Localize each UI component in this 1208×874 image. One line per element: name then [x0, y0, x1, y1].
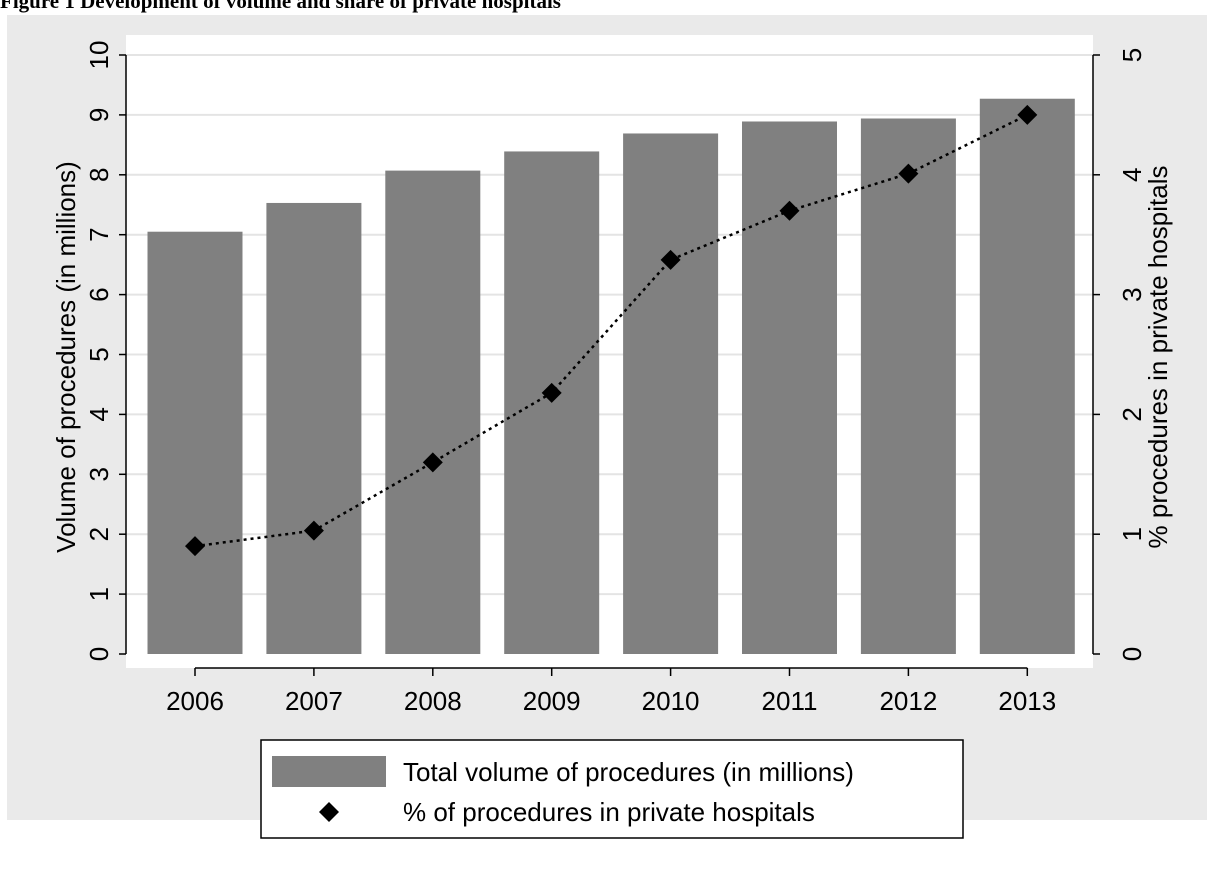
bar-2010 — [623, 133, 719, 654]
x-tick-label: 2012 — [879, 686, 937, 716]
y-tick-label: 1 — [84, 587, 114, 601]
point-2013 — [1017, 104, 1038, 125]
y-axis-title: Volume of procedures (in millions) — [51, 161, 81, 553]
legend-label-bars: Total volume of procedures (in millions) — [403, 757, 854, 787]
bars — [147, 98, 1075, 655]
y2-tick-label: 0 — [1117, 647, 1147, 661]
y-tick-label: 0 — [84, 647, 114, 661]
point-2006 — [185, 536, 205, 557]
bar-2007 — [266, 202, 362, 654]
y2-axis-title: % procedures in private hospitals — [1143, 166, 1173, 549]
legend-marker-diamond — [319, 802, 339, 822]
series-line — [194, 113, 1028, 548]
x-tick-label: 2011 — [762, 686, 818, 716]
x-tick-label: 2006 — [166, 686, 224, 716]
bar-2013 — [979, 98, 1075, 655]
legend: Total volume of procedures (in millions)… — [260, 739, 964, 839]
y-tick-label: 8 — [84, 168, 114, 182]
x-tick-label: 2010 — [642, 686, 700, 716]
x-tick-label: 2013 — [998, 686, 1056, 716]
point-2012 — [898, 163, 919, 184]
y-tick-label: 3 — [84, 467, 114, 481]
y2-tick-label: 1 — [1117, 527, 1147, 541]
y-tick-label: 7 — [84, 227, 114, 241]
y-tick-label: 10 — [84, 41, 114, 70]
y2-tick-label: 4 — [1117, 168, 1147, 182]
bar-2012 — [860, 118, 956, 654]
axes — [119, 54, 1100, 676]
point-2008 — [422, 452, 443, 473]
x-tick-label: 2009 — [523, 686, 581, 716]
y2-tick-label: 5 — [1117, 48, 1147, 62]
legend-swatch-bars — [272, 756, 386, 787]
x-tick-label: 2008 — [404, 686, 462, 716]
y-tick-label: 2 — [84, 527, 114, 541]
x-tick-label: 2007 — [285, 686, 343, 716]
point-2011 — [779, 200, 800, 221]
tick-labels: 0 1 2 3 4 5 6 7 8 9 10 0 1 2 3 4 5 2006 2007 2008 2009 2010 20… — [84, 41, 1147, 716]
bar-2006 — [147, 231, 243, 654]
y2-tick-label: 2 — [1117, 407, 1147, 421]
y-tick-label: 4 — [84, 407, 114, 421]
y-tick-label: 6 — [84, 287, 114, 301]
bar-2008 — [385, 170, 481, 654]
point-2009 — [541, 382, 562, 403]
point-2010 — [660, 249, 681, 270]
point-2007 — [303, 520, 324, 541]
y-tick-label: 5 — [84, 347, 114, 361]
y-tick-label: 9 — [84, 108, 114, 122]
page-heading: Figure 1 Development of volume and share… — [0, 0, 561, 13]
y2-tick-label: 3 — [1117, 287, 1147, 301]
legend-label-line: % of procedures in private hospitals — [403, 797, 815, 827]
private-share-line — [185, 104, 1038, 557]
